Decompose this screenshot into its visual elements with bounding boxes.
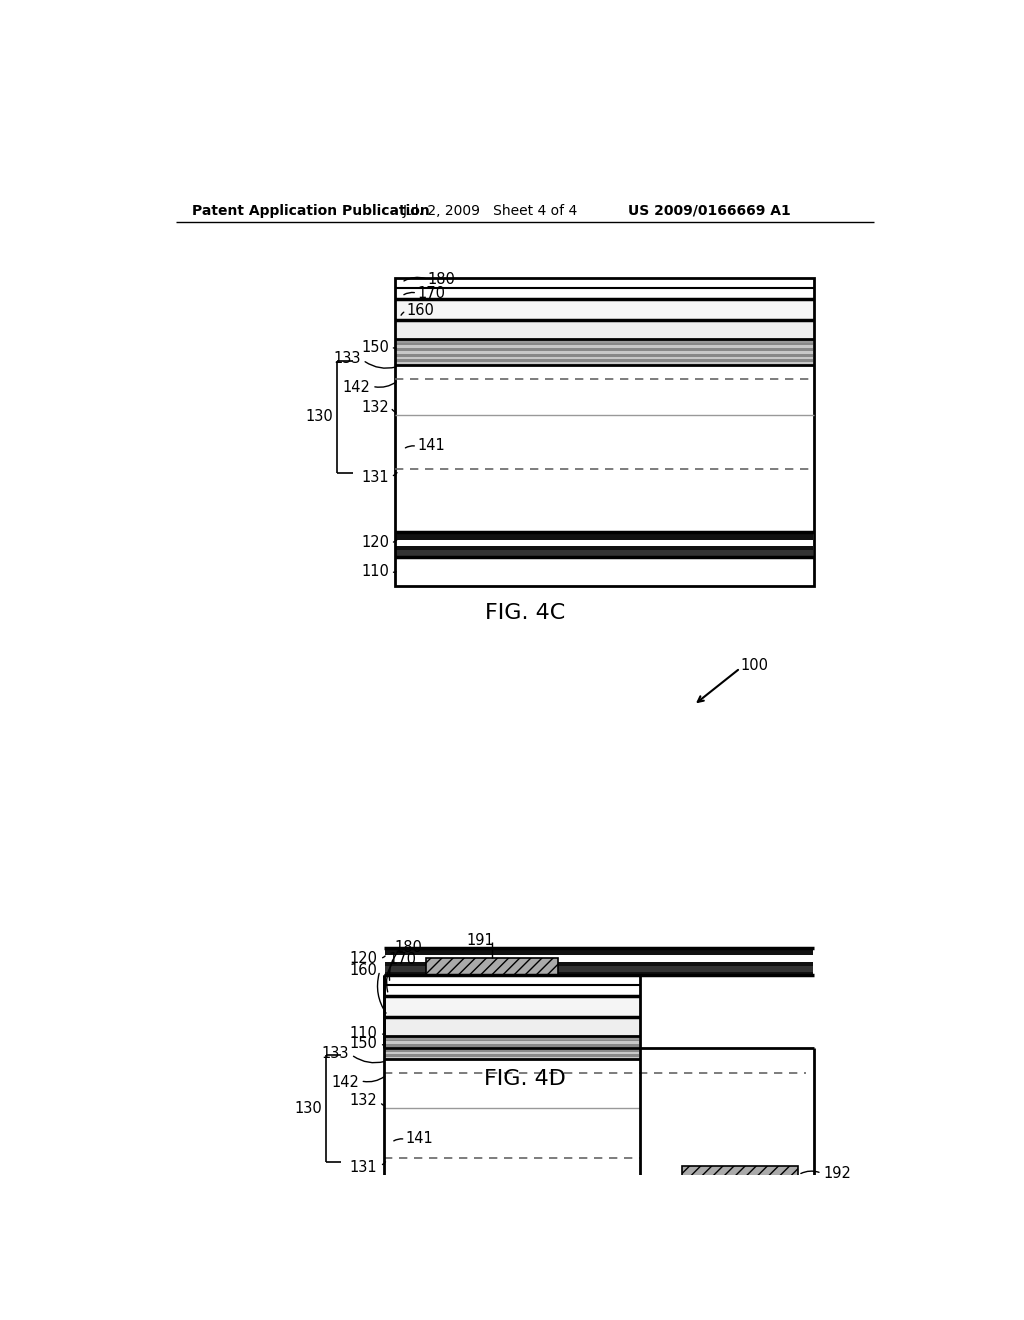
Text: 141: 141 (417, 438, 444, 453)
Text: Patent Application Publication: Patent Application Publication (191, 203, 429, 218)
Text: 191: 191 (467, 933, 495, 948)
Bar (385, 1036, 639, 1059)
Bar (396, 359, 813, 362)
Bar (385, 1036, 639, 1040)
Bar (682, 1166, 799, 1181)
Bar (395, 557, 814, 586)
Bar (385, 1055, 639, 1057)
Text: 110: 110 (361, 565, 389, 579)
Text: 130: 130 (305, 409, 334, 424)
Text: 141: 141 (406, 1131, 433, 1146)
Text: 131: 131 (350, 1159, 378, 1175)
Bar (385, 997, 639, 1016)
Text: 131: 131 (361, 470, 389, 486)
Bar (396, 540, 813, 546)
Bar (385, 1044, 639, 1047)
Bar (396, 342, 813, 345)
Text: 180: 180 (428, 272, 456, 286)
Bar (385, 948, 813, 974)
Text: 133: 133 (322, 1045, 349, 1061)
Bar (395, 277, 814, 586)
Text: 160: 160 (349, 964, 378, 978)
Bar (396, 339, 813, 364)
Text: 160: 160 (407, 302, 434, 318)
Text: 170: 170 (388, 952, 417, 966)
Text: 132: 132 (361, 400, 389, 414)
Text: 150: 150 (361, 339, 389, 355)
Text: 120: 120 (349, 950, 378, 966)
Bar (385, 956, 813, 962)
Text: 180: 180 (394, 940, 423, 956)
Text: 132: 132 (350, 1093, 378, 1107)
Text: 130: 130 (294, 1101, 322, 1117)
Text: 142: 142 (331, 1074, 359, 1090)
Bar (396, 354, 813, 356)
Text: 142: 142 (343, 380, 371, 396)
Text: 100: 100 (740, 657, 768, 673)
Text: Jul. 2, 2009   Sheet 4 of 4: Jul. 2, 2009 Sheet 4 of 4 (403, 203, 579, 218)
Bar (426, 958, 558, 974)
Bar (384, 948, 814, 1048)
Text: 110: 110 (349, 1027, 378, 1041)
Text: 133: 133 (333, 351, 360, 366)
Text: 192: 192 (823, 1166, 851, 1181)
Text: FIG. 4D: FIG. 4D (484, 1069, 565, 1089)
Text: 150: 150 (349, 1036, 378, 1052)
Bar (396, 532, 813, 557)
Text: FIG. 4C: FIG. 4C (484, 603, 565, 623)
Text: US 2009/0166669 A1: US 2009/0166669 A1 (628, 203, 791, 218)
Bar (396, 550, 813, 556)
Bar (396, 339, 813, 343)
Bar (385, 966, 813, 972)
Bar (385, 1016, 639, 1036)
Bar (396, 321, 813, 339)
Bar (396, 300, 813, 321)
Bar (385, 1049, 639, 1052)
Text: 170: 170 (417, 285, 445, 301)
Bar (385, 1039, 639, 1041)
Bar (396, 348, 813, 351)
Text: 120: 120 (361, 535, 389, 550)
